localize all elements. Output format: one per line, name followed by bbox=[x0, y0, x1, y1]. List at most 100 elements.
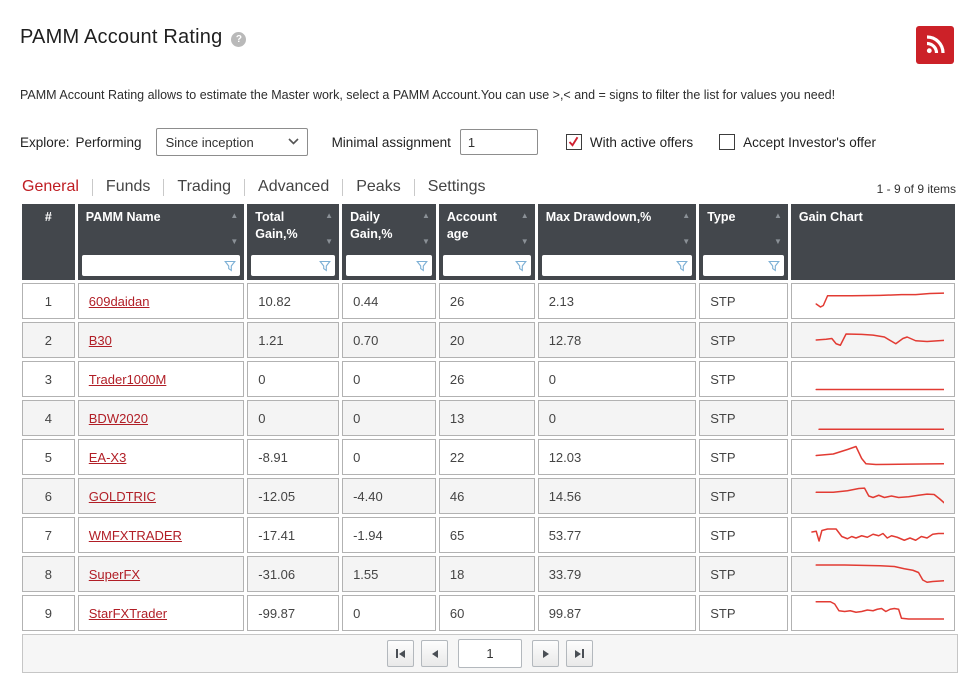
column-header-daily[interactable]: Daily Gain,% ▲ ▼ bbox=[342, 204, 436, 280]
prev-page-button[interactable] bbox=[421, 640, 448, 667]
cell-pamm-name: SuperFX bbox=[77, 556, 245, 592]
filter-input-daily[interactable] bbox=[346, 257, 416, 274]
cell-total-gain: 10.82 bbox=[247, 283, 340, 319]
column-header-type[interactable]: Type ▲ ▼ bbox=[699, 204, 788, 280]
cell-account-age: 26 bbox=[438, 361, 535, 397]
tab-settings[interactable]: Settings bbox=[427, 178, 486, 195]
column-label: Total Gain,% bbox=[255, 210, 298, 241]
sort-up-icon[interactable]: ▲ bbox=[421, 211, 430, 220]
cell-gain-chart bbox=[790, 517, 955, 553]
filter-input-age[interactable] bbox=[442, 257, 515, 274]
filter-funnel-icon bbox=[224, 260, 237, 271]
cell-daily-gain: 0.70 bbox=[342, 322, 436, 358]
cell-total-gain: -31.06 bbox=[247, 556, 340, 592]
page-description: PAMM Account Rating allows to estimate t… bbox=[20, 88, 836, 102]
sort-down-icon[interactable]: ▼ bbox=[773, 237, 782, 246]
help-icon[interactable]: ? bbox=[231, 31, 247, 47]
accept-investors-offer-checkbox[interactable]: Accept Investor's offer bbox=[719, 134, 876, 150]
last-page-button[interactable] bbox=[566, 640, 593, 667]
title-row: PAMM Account Rating ? bbox=[20, 26, 958, 64]
gain-sparkline bbox=[802, 559, 944, 589]
filter-input-name[interactable] bbox=[81, 257, 225, 274]
sort-up-icon[interactable]: ▲ bbox=[230, 211, 239, 220]
pamm-account-link[interactable]: GOLDTRIC bbox=[88, 488, 156, 504]
sort-up-icon[interactable]: ▲ bbox=[773, 211, 782, 220]
gain-sparkline bbox=[802, 520, 944, 550]
period-select[interactable]: Since inception bbox=[155, 128, 308, 156]
column-header-total[interactable]: Total Gain,% ▲ ▼ bbox=[247, 204, 340, 280]
tab-general[interactable]: General bbox=[22, 178, 79, 195]
cell-max-drawdown: 2.13 bbox=[537, 283, 697, 319]
filter-funnel-icon bbox=[319, 260, 332, 271]
minimal-assignment-input[interactable] bbox=[459, 129, 538, 155]
sort-down-icon[interactable]: ▼ bbox=[230, 237, 239, 246]
table-row: 4 BDW2020 0 0 13 0 STP bbox=[22, 400, 955, 436]
tab-separator bbox=[163, 178, 165, 196]
sort-down-icon[interactable]: ▼ bbox=[325, 237, 334, 246]
cell-pamm-name: BDW2020 bbox=[77, 400, 245, 436]
cell-daily-gain: 1.55 bbox=[342, 556, 436, 592]
cell-account-age: 65 bbox=[438, 517, 535, 553]
first-page-icon bbox=[396, 649, 398, 658]
pamm-account-link[interactable]: WMFXTRADER bbox=[88, 527, 182, 543]
cell-pamm-name: 609daidan bbox=[77, 283, 245, 319]
pamm-account-link[interactable]: Trader1000M bbox=[88, 371, 167, 387]
next-page-icon bbox=[542, 649, 549, 658]
pamm-account-link[interactable]: SuperFX bbox=[88, 566, 141, 582]
cell-type: STP bbox=[699, 556, 788, 592]
cell-daily-gain: 0 bbox=[342, 400, 436, 436]
sort-up-icon[interactable]: ▲ bbox=[520, 211, 529, 220]
cell-rank: 1 bbox=[22, 283, 75, 319]
tab-advanced[interactable]: Advanced bbox=[258, 178, 330, 195]
table-row: 7 WMFXTRADER -17.41 -1.94 65 53.77 STP bbox=[22, 517, 955, 553]
next-page-button[interactable] bbox=[532, 640, 559, 667]
cell-account-age: 18 bbox=[438, 556, 535, 592]
filter-input-total[interactable] bbox=[251, 257, 320, 274]
pamm-rating-table: # PAMM Name ▲ ▼ Total Gain,% ▲ ▼ Daily Gain,% ▲ ▼… bbox=[19, 201, 958, 634]
tab-funds[interactable]: Funds bbox=[105, 178, 151, 195]
column-header-drawdown[interactable]: Max Drawdown,% ▲ ▼ bbox=[537, 204, 697, 280]
sort-down-icon[interactable]: ▼ bbox=[682, 237, 691, 246]
cell-account-age: 46 bbox=[438, 478, 535, 514]
cell-max-drawdown: 0 bbox=[537, 361, 697, 397]
filter-input-drawdown[interactable] bbox=[541, 257, 677, 274]
cell-pamm-name: EA-X3 bbox=[77, 439, 245, 475]
cell-total-gain: 0 bbox=[247, 400, 340, 436]
cell-total-gain: -12.05 bbox=[247, 478, 340, 514]
pamm-account-link[interactable]: BDW2020 bbox=[88, 410, 149, 426]
cell-total-gain: 0 bbox=[247, 361, 340, 397]
filter-box bbox=[81, 255, 241, 276]
column-header-age[interactable]: Account age ▲ ▼ bbox=[438, 204, 535, 280]
table-row: 5 EA-X3 -8.91 0 22 12.03 STP bbox=[22, 439, 955, 475]
cell-rank: 9 bbox=[22, 595, 75, 631]
column-label: Gain Chart bbox=[798, 210, 863, 224]
sort-up-icon[interactable]: ▲ bbox=[682, 211, 691, 220]
cell-daily-gain: 0.44 bbox=[342, 283, 436, 319]
first-page-button[interactable] bbox=[387, 640, 414, 667]
gain-sparkline bbox=[802, 403, 944, 433]
table-row: 8 SuperFX -31.06 1.55 18 33.79 STP bbox=[22, 556, 955, 592]
cell-gain-chart bbox=[790, 361, 955, 397]
gain-sparkline bbox=[802, 442, 944, 472]
column-label: Account age bbox=[446, 210, 497, 241]
pamm-account-link[interactable]: EA-X3 bbox=[88, 449, 127, 465]
filter-input-type[interactable] bbox=[703, 257, 768, 274]
cell-account-age: 26 bbox=[438, 283, 535, 319]
with-active-offers-checkbox[interactable]: With active offers bbox=[565, 134, 693, 150]
table-body: 1 609daidan 10.82 0.44 26 2.13 STP 2 B30 1.21 0.70… bbox=[22, 283, 955, 631]
column-header-name[interactable]: PAMM Name ▲ ▼ bbox=[77, 204, 245, 280]
rss-button[interactable] bbox=[916, 26, 954, 64]
column-header-num: # bbox=[22, 204, 75, 280]
sort-up-icon[interactable]: ▲ bbox=[325, 211, 334, 220]
table-row: 9 StarFXTrader -99.87 0 60 99.87 STP bbox=[22, 595, 955, 631]
pamm-account-link[interactable]: StarFXTrader bbox=[88, 605, 168, 621]
sort-down-icon[interactable]: ▼ bbox=[520, 237, 529, 246]
tab-trading[interactable]: Trading bbox=[177, 178, 232, 195]
pamm-account-link[interactable]: 609daidan bbox=[88, 293, 150, 309]
gain-sparkline bbox=[802, 598, 944, 628]
pamm-account-link[interactable]: B30 bbox=[88, 332, 112, 348]
tab-peaks[interactable]: Peaks bbox=[356, 178, 401, 195]
table-row: 1 609daidan 10.82 0.44 26 2.13 STP bbox=[22, 283, 955, 319]
page-number-input[interactable] bbox=[458, 639, 522, 668]
sort-down-icon[interactable]: ▼ bbox=[421, 237, 430, 246]
